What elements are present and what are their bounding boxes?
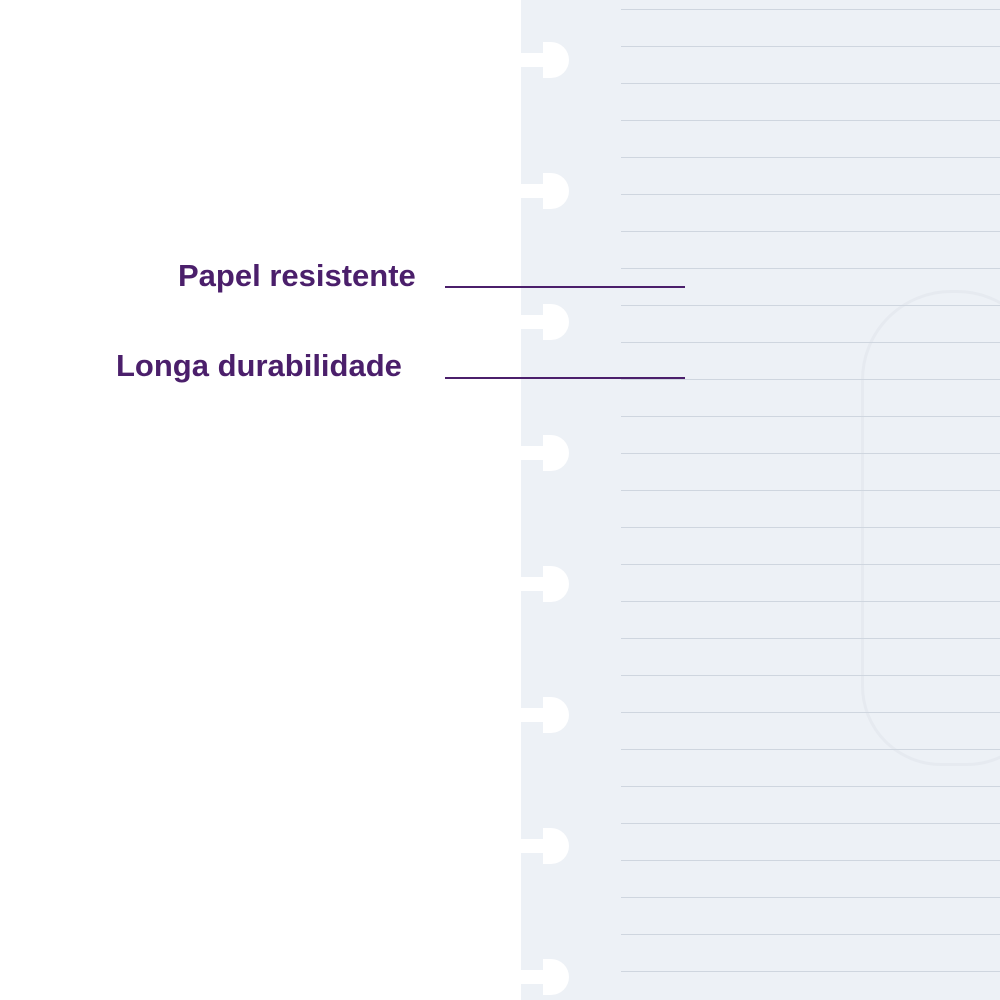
ruled-line [621,934,1000,935]
disc-hole-icon [521,173,569,209]
disc-hole-icon [521,42,569,78]
ruled-line [621,971,1000,972]
ruled-line [621,675,1000,676]
ruled-line [621,638,1000,639]
ruled-line [621,490,1000,491]
ruled-line [621,305,1000,306]
ruled-line [621,342,1000,343]
feature-label-papel-resistente: Papel resistente [178,258,416,293]
disc-hole-icon [521,828,569,864]
ruled-line [621,416,1000,417]
disc-hole-icon [521,959,569,995]
disc-hole-icon [521,304,569,340]
ruled-line [621,823,1000,824]
ruled-line [621,527,1000,528]
disc-hole-icon [521,435,569,471]
ruled-line [621,860,1000,861]
disc-hole-icon [521,566,569,602]
ruled-line [621,120,1000,121]
ruled-line [621,749,1000,750]
ruled-line [621,564,1000,565]
ruled-line [621,786,1000,787]
ruled-line [621,268,1000,269]
ruled-line [621,712,1000,713]
ruled-line [621,194,1000,195]
ruled-line [621,9,1000,10]
ruled-line [621,601,1000,602]
ruled-line [621,453,1000,454]
feature-label-longa-durabilidade: Longa durabilidade [116,348,402,383]
ruled-line [621,231,1000,232]
notebook-page [521,0,1000,1000]
ruled-line [621,83,1000,84]
ruled-line [621,46,1000,47]
ruled-line [621,379,1000,380]
leader-line [445,286,685,288]
crest-watermark-icon [861,290,1000,766]
disc-hole-icon [521,697,569,733]
ruled-line [621,897,1000,898]
leader-line [445,377,685,379]
ruled-line [621,157,1000,158]
